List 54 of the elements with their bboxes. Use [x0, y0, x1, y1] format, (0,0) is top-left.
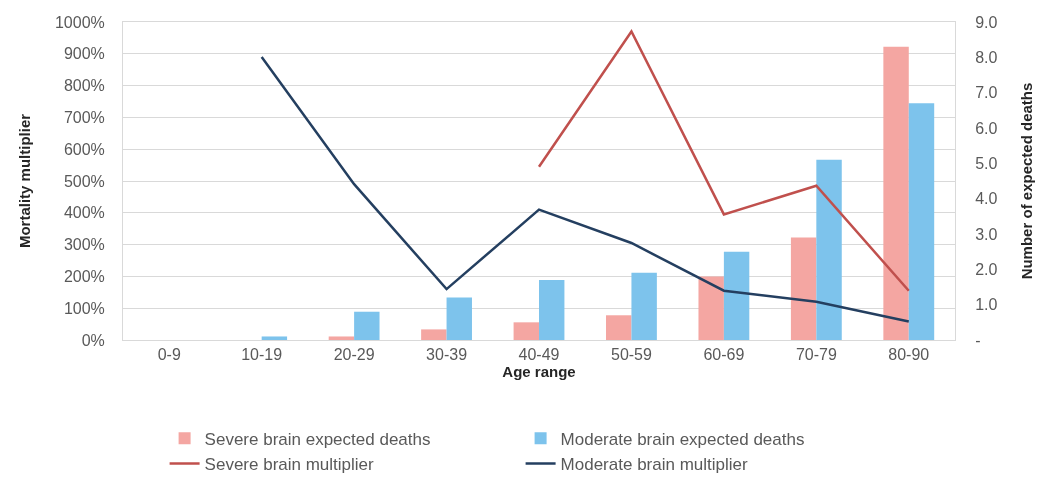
x-tick-label: 70-79: [795, 346, 837, 364]
bar: [328, 336, 355, 340]
bar: [631, 272, 657, 340]
y-tick-label: 200%: [63, 268, 105, 285]
bar: [790, 237, 817, 340]
y-tick-label: 900%: [63, 45, 105, 63]
bar: [908, 103, 935, 340]
y-tick-label: 500%: [63, 172, 105, 190]
y2-axis-title: Number of expected deaths: [1017, 82, 1035, 280]
y-tick-label: 400%: [63, 204, 105, 222]
y2-tick-label: 2.0: [975, 260, 998, 278]
y-tick-label: 300%: [63, 236, 105, 254]
bar: [354, 311, 380, 340]
legend-label: Moderate brain multiplier: [560, 455, 749, 475]
x-tick-label: 50-59: [610, 346, 652, 364]
x-tick-label: 10-19: [241, 346, 283, 364]
y2-tick-label: 8.0: [975, 48, 998, 66]
y-tick-label: 0%: [81, 331, 105, 349]
bar: [421, 329, 447, 340]
legend-label: Moderate brain expected deaths: [560, 429, 805, 449]
bar: [513, 322, 539, 340]
y-tick-label: 700%: [63, 109, 105, 126]
y2-tick-label: 1.0: [975, 296, 998, 314]
bar: [883, 46, 909, 340]
x-tick-label: 80-90: [888, 346, 930, 364]
y2-tick-label: 7.0: [975, 84, 998, 102]
y-axis-title: Mortality multiplier: [16, 113, 34, 249]
bar: [723, 251, 750, 340]
legend-label: Severe brain multiplier: [204, 455, 375, 475]
y-tick-label: 600%: [63, 140, 105, 158]
y2-tick-label: 5.0: [975, 154, 998, 172]
x-tick-label: 40-49: [518, 346, 560, 364]
bar: [539, 279, 565, 340]
y2-tick-label: 9.0: [975, 13, 998, 31]
y-tick-label: 1000%: [54, 13, 105, 31]
bar: [606, 315, 632, 340]
y2-tick-label: -: [975, 331, 981, 349]
y2-tick-label: 6.0: [975, 119, 998, 137]
y2-tick-label: 3.0: [975, 225, 998, 243]
line-series: [537, 30, 911, 292]
bar: [816, 159, 842, 340]
legend-label: Severe brain expected deaths: [204, 429, 431, 449]
y-tick-label: 800%: [63, 77, 105, 95]
x-tick-label: 20-29: [333, 346, 375, 364]
y2-tick-label: 4.0: [975, 190, 998, 208]
bar: [698, 276, 724, 340]
y-tick-label: 100%: [63, 299, 105, 317]
bar: [446, 297, 472, 340]
x-axis-title: Age range: [502, 363, 576, 381]
x-tick-label: 30-39: [426, 346, 468, 364]
bar: [261, 336, 288, 340]
x-tick-label: 60-69: [703, 346, 745, 364]
line-series: [260, 55, 911, 323]
x-tick-label: 0-9: [157, 346, 181, 364]
